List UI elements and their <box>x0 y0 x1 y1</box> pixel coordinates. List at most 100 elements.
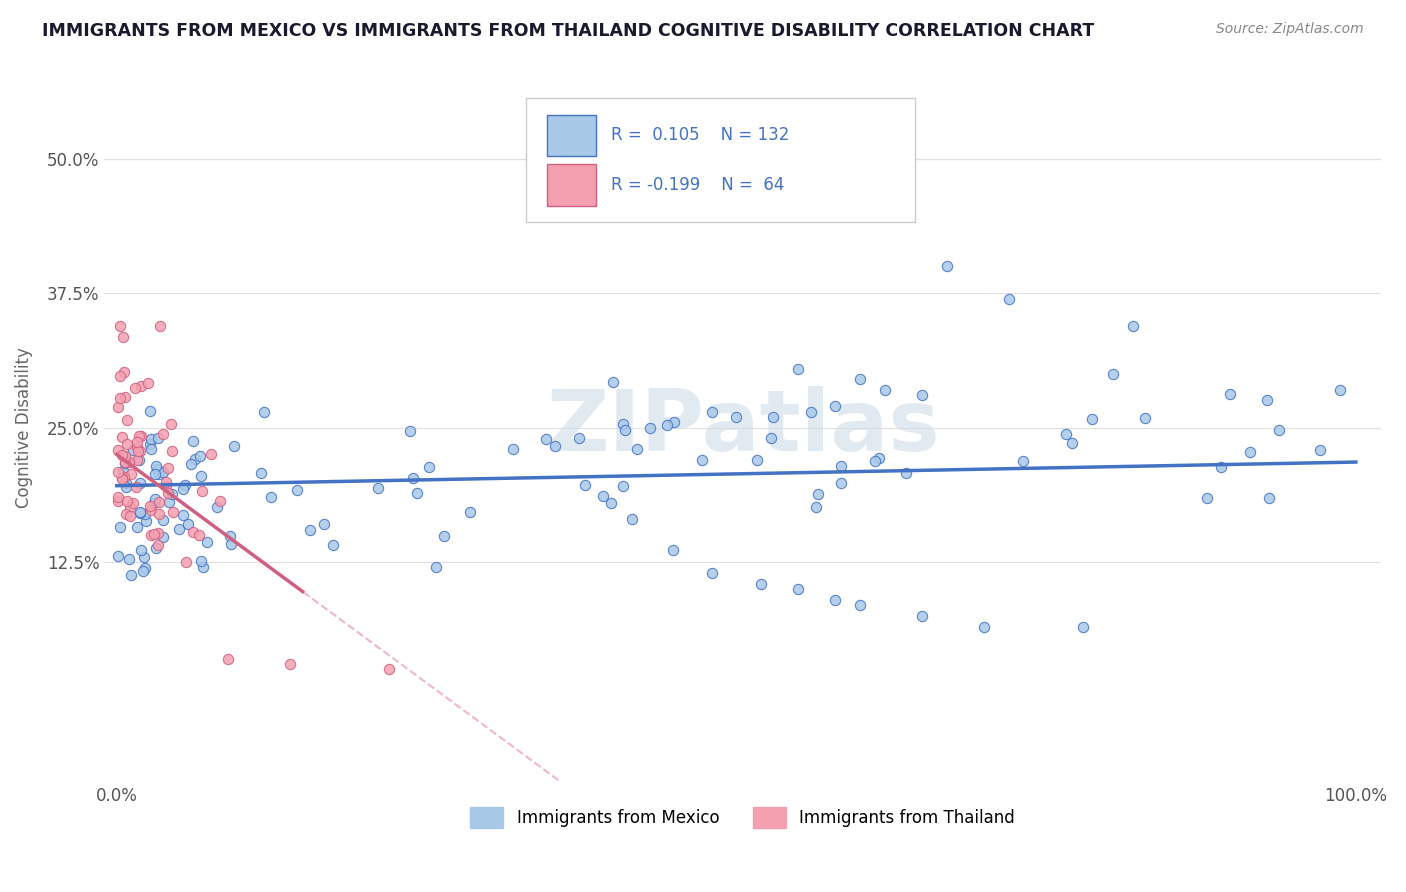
Point <box>125 452 148 467</box>
Point <box>222 439 245 453</box>
Point <box>156 485 179 500</box>
Point <box>1258 491 1281 505</box>
Point <box>800 404 823 418</box>
Point <box>1309 442 1331 457</box>
Point <box>406 485 429 500</box>
Point <box>159 494 181 508</box>
Point <box>433 529 456 543</box>
Point <box>132 549 155 564</box>
Point <box>804 500 827 514</box>
Point <box>973 619 995 633</box>
Point <box>120 568 142 582</box>
Point <box>108 520 131 534</box>
Point <box>824 399 846 413</box>
Point <box>120 509 142 524</box>
Point <box>128 475 150 490</box>
Point <box>219 537 242 551</box>
Point <box>602 375 624 389</box>
Point <box>314 516 336 531</box>
Point <box>152 513 174 527</box>
Point <box>638 420 661 434</box>
Point <box>143 467 166 481</box>
Point <box>112 365 135 379</box>
Point <box>190 468 212 483</box>
Point <box>128 452 150 467</box>
Point <box>148 494 170 508</box>
Point <box>115 436 138 450</box>
Point <box>139 432 162 446</box>
Point <box>655 417 678 432</box>
Point <box>911 608 934 623</box>
Point <box>1122 318 1144 333</box>
Point <box>747 453 769 467</box>
Point <box>692 453 714 467</box>
Point <box>1239 445 1261 459</box>
Point <box>190 554 212 568</box>
Point <box>1329 383 1351 397</box>
Point <box>285 483 308 497</box>
Point <box>298 523 321 537</box>
Point <box>129 506 152 520</box>
Point <box>115 508 138 522</box>
Point <box>111 330 134 344</box>
Point <box>125 434 148 449</box>
Point <box>146 525 169 540</box>
Point <box>177 516 200 531</box>
Point <box>142 526 165 541</box>
Point <box>146 462 169 476</box>
Point <box>190 449 212 463</box>
Point <box>115 480 138 494</box>
Point <box>121 496 143 510</box>
Point <box>152 529 174 543</box>
Point <box>998 292 1021 306</box>
Point <box>830 459 852 474</box>
Point <box>664 415 686 429</box>
Point <box>107 493 129 508</box>
Text: IMMIGRANTS FROM MEXICO VS IMMIGRANTS FROM THAILAND COGNITIVE DISABILITY CORRELAT: IMMIGRANTS FROM MEXICO VS IMMIGRANTS FRO… <box>42 22 1094 40</box>
Point <box>172 482 194 496</box>
Point <box>174 555 197 569</box>
Point <box>662 543 685 558</box>
Point <box>111 448 134 462</box>
Point <box>139 437 162 451</box>
Point <box>128 429 150 443</box>
Point <box>614 423 637 437</box>
Point <box>111 429 134 443</box>
Point <box>114 475 136 490</box>
Point <box>167 523 190 537</box>
Point <box>418 459 440 474</box>
Point <box>807 486 830 500</box>
Point <box>107 400 129 414</box>
Point <box>128 444 150 458</box>
Point <box>1012 454 1035 468</box>
FancyBboxPatch shape <box>526 98 915 222</box>
Point <box>118 551 141 566</box>
Point <box>115 413 138 427</box>
Point <box>125 480 148 494</box>
Point <box>868 451 890 466</box>
Point <box>129 428 152 442</box>
Point <box>849 598 872 612</box>
Point <box>111 464 134 478</box>
Point <box>209 494 232 508</box>
Point <box>1209 459 1232 474</box>
Point <box>1197 491 1219 505</box>
Point <box>936 260 959 274</box>
Point <box>1060 436 1083 450</box>
Point <box>249 466 271 480</box>
Point <box>612 417 634 431</box>
Point <box>148 507 170 521</box>
Point <box>114 449 136 463</box>
Point <box>129 379 152 393</box>
Point <box>1133 411 1156 425</box>
Point <box>787 205 810 219</box>
Point <box>160 417 183 431</box>
Point <box>145 459 167 474</box>
Point <box>156 460 179 475</box>
Point <box>425 559 447 574</box>
Point <box>180 457 202 471</box>
Point <box>759 431 782 445</box>
Point <box>127 440 149 454</box>
Point <box>1219 386 1241 401</box>
Text: R =  0.105    N = 132: R = 0.105 N = 132 <box>612 127 789 145</box>
